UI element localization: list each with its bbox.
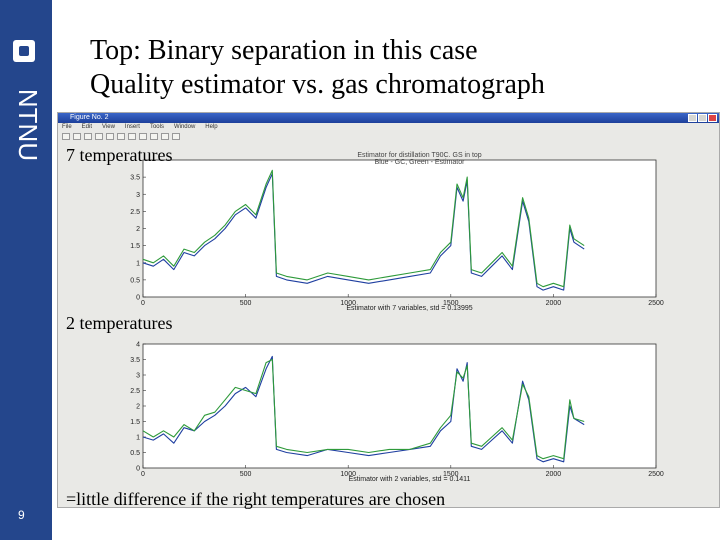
- chart-title-1: Estimator for distillation T90C. GS in t…: [357, 152, 481, 159]
- y-tick-label-1-7: 3.5: [130, 175, 140, 182]
- slide-title: Top: Binary separation in this case Qual…: [90, 34, 545, 102]
- series-line-2-estimator: [142, 358, 585, 460]
- x-axis-label-1: Estimator with 7 variables, std = 0.1399…: [346, 305, 472, 312]
- open-file-icon[interactable]: [73, 132, 81, 140]
- menu-edit[interactable]: Edit: [81, 124, 93, 130]
- x-tick-label-1-3: 1500: [443, 300, 459, 307]
- x-tick-label-1-1: 500: [240, 300, 252, 307]
- window-titlebar[interactable]: Figure No. 2: [58, 113, 719, 123]
- menu-tools[interactable]: Tools: [149, 124, 164, 130]
- slide-title-line-1: Top: Binary separation in this case: [90, 35, 478, 66]
- pointer-icon[interactable]: [106, 132, 114, 140]
- slide-title-line-2: Quality estimator vs. gas chromatograph: [90, 69, 545, 100]
- text-icon[interactable]: [117, 132, 125, 140]
- y-tick-label-1-1: 0.5: [130, 277, 140, 284]
- window-toolbar: [58, 131, 719, 141]
- x-tick-label-2-2: 1000: [340, 471, 356, 478]
- menu-help[interactable]: Help: [205, 124, 218, 130]
- ntnu-logo-icon: [13, 40, 35, 62]
- print-icon[interactable]: [95, 132, 103, 140]
- x-tick-label-1-5: 2500: [648, 300, 664, 307]
- maximize-button[interactable]: [698, 114, 707, 122]
- y-tick-label-1-3: 1.5: [130, 243, 140, 250]
- y-tick-label-2-2: 1: [136, 435, 140, 442]
- x-tick-label-2-1: 500: [240, 471, 252, 478]
- x-tick-label-1-0: 0: [141, 300, 145, 307]
- line-icon[interactable]: [139, 132, 147, 140]
- menu-window[interactable]: Window: [173, 124, 196, 130]
- new-file-icon[interactable]: [62, 132, 70, 140]
- y-tick-label-2-6: 3: [136, 373, 140, 380]
- y-tick-label-2-0: 0: [136, 466, 140, 473]
- y-tick-label-2-1: 0.5: [130, 450, 140, 457]
- close-button[interactable]: [708, 114, 717, 122]
- y-tick-label-2-8: 4: [136, 342, 140, 349]
- menu-insert[interactable]: Insert: [124, 124, 140, 130]
- y-tick-label-1-6: 3: [136, 192, 140, 199]
- x-tick-label-1-2: 1000: [340, 300, 356, 307]
- series-line-1-estimator: [142, 169, 585, 288]
- x-axis-label-2: Estimator with 2 variables, std = 0.1411: [349, 476, 471, 483]
- plot-area-2: [142, 343, 657, 469]
- window-menubar: File Edit View Insert Tools Window Help: [58, 123, 719, 131]
- y-tick-label-1-2: 1: [136, 260, 140, 267]
- y-tick-label-1-5: 2.5: [130, 209, 140, 216]
- y-tick-label-2-5: 2.5: [130, 388, 140, 395]
- arrow-icon[interactable]: [128, 132, 136, 140]
- menu-file[interactable]: File: [62, 124, 72, 130]
- x-tick-label-1-4: 2000: [546, 300, 562, 307]
- y-tick-label-1-0: 0: [136, 295, 140, 302]
- label-2-temperatures: 2 temperatures: [66, 313, 173, 333]
- chart-subtitle-1: Blue - GC, Green - Estimator: [375, 159, 466, 166]
- x-tick-label-2-5: 2500: [648, 471, 664, 478]
- label-7-temperatures: 7 temperatures: [66, 145, 173, 165]
- menu-view[interactable]: View: [102, 124, 115, 130]
- svg-text:NTNU: NTNU: [13, 89, 43, 161]
- y-tick-label-2-7: 3.5: [130, 357, 140, 364]
- zoom-in-icon[interactable]: [150, 132, 158, 140]
- ntnu-logo-text: NTNU: [13, 89, 43, 161]
- x-tick-label-2-4: 2000: [546, 471, 562, 478]
- footer-note: =little difference if the right temperat…: [66, 489, 446, 509]
- sidebar-band: NTNU 9: [0, 0, 52, 540]
- window-title: Figure No. 2: [70, 114, 109, 121]
- x-tick-label-2-3: 1500: [443, 471, 459, 478]
- save-icon[interactable]: [84, 132, 92, 140]
- x-tick-label-2-0: 0: [141, 471, 145, 478]
- page-number: 9: [18, 508, 25, 522]
- y-tick-label-2-3: 1.5: [130, 419, 140, 426]
- rotate-icon[interactable]: [172, 132, 180, 140]
- zoom-out-icon[interactable]: [161, 132, 169, 140]
- plot-area-1: [142, 159, 657, 298]
- y-tick-label-1-4: 2: [136, 226, 140, 233]
- minimize-button[interactable]: [688, 114, 697, 122]
- y-tick-label-2-4: 2: [136, 404, 140, 411]
